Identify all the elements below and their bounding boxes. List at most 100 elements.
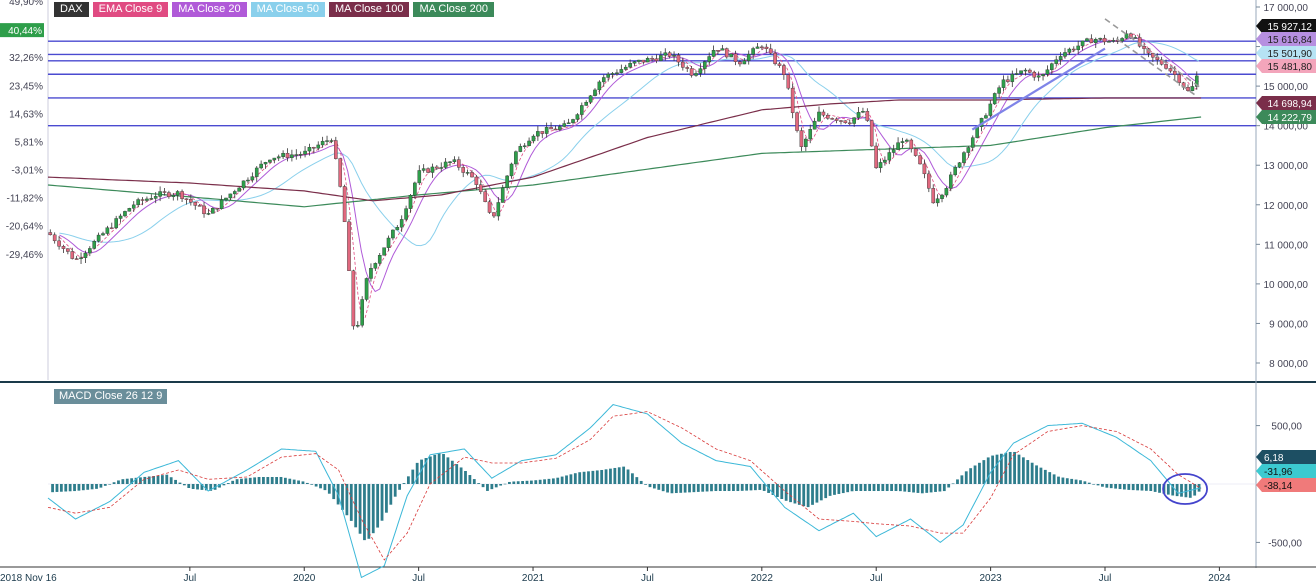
candle-body	[637, 59, 641, 62]
macd-legend[interactable]: MACD Close 26 12 9	[54, 389, 168, 404]
candle-body	[773, 52, 777, 65]
macd-histogram-bar	[486, 484, 489, 491]
legend-dax[interactable]: DAX	[54, 2, 89, 17]
macd-line	[47, 404, 1202, 579]
candle-body	[1032, 72, 1037, 78]
candle-body	[553, 128, 558, 131]
candle-body	[391, 229, 395, 239]
macd-histogram-bar	[903, 484, 907, 492]
macd-histogram-bar	[477, 483, 481, 484]
macd-histogram-bar	[789, 484, 792, 503]
candle-body	[615, 72, 619, 74]
signal-line	[47, 411, 1202, 561]
legend-ma200[interactable]: MA Close 200	[413, 2, 494, 17]
candle-body	[869, 120, 874, 147]
macd-histogram-bar	[1131, 484, 1135, 491]
macd-histogram-bar	[1070, 478, 1074, 484]
candle-body	[905, 139, 909, 142]
macd-histogram-bar	[160, 475, 164, 484]
candle-body	[189, 198, 193, 203]
legend-ma20[interactable]: MA Close 20	[172, 2, 247, 17]
macd-histogram-bar	[1158, 484, 1161, 493]
candle-body	[623, 66, 628, 70]
candle-body	[689, 68, 694, 76]
candle-body	[667, 52, 672, 57]
ma200-line	[47, 116, 1202, 208]
candle-body	[448, 161, 452, 163]
ma20-line	[59, 37, 1199, 293]
macd-histogram-bar	[525, 480, 529, 484]
highlight-ellipse	[1162, 473, 1208, 505]
candle-body	[298, 154, 303, 156]
macd-histogram-bar	[881, 484, 885, 492]
time-axis-label: Jul	[641, 573, 654, 584]
candle-body	[720, 48, 725, 51]
candle-body	[360, 299, 364, 326]
macd-histogram-bar	[1114, 484, 1118, 489]
macd-histogram-bar	[297, 480, 300, 484]
candle-body	[795, 112, 799, 131]
candle-body	[162, 191, 167, 193]
ma50-line	[59, 41, 1200, 247]
candle-body	[268, 159, 272, 163]
macd-histogram-bar	[1096, 484, 1100, 486]
time-axis-label: 2020	[293, 573, 316, 584]
macd-histogram-bar	[543, 479, 546, 484]
candle-body	[1124, 33, 1129, 39]
macd-histogram-bar	[292, 479, 296, 484]
time-axis-label: Jul	[412, 573, 425, 584]
macd-histogram-bar	[81, 484, 85, 491]
candle-body	[1071, 48, 1076, 51]
macd-histogram-bar	[1153, 484, 1157, 492]
macd-histogram-bar	[683, 484, 687, 493]
candle-body	[826, 114, 830, 119]
macd-histogram-bar	[95, 484, 98, 489]
legend-ema9[interactable]: EMA Close 9	[92, 2, 169, 17]
legend-ma50[interactable]: MA Close 50	[250, 2, 325, 17]
macd-histogram-bar	[240, 478, 243, 484]
macd-histogram-bar	[885, 484, 889, 492]
macd-histogram-bar	[701, 484, 705, 492]
candle-body	[1036, 75, 1041, 78]
macd-histogram-bar	[1008, 451, 1012, 484]
macd-histogram-bar	[77, 484, 81, 491]
candle-body	[1058, 56, 1063, 60]
candle-body	[957, 162, 962, 168]
macd-histogram-bar	[969, 468, 973, 484]
candle-body	[724, 48, 729, 58]
macd-histogram-bar	[560, 476, 564, 484]
macd-value-tag-label: 6,18	[1264, 453, 1284, 464]
macd-histogram-bar	[595, 470, 599, 484]
macd-histogram-bar	[538, 479, 542, 484]
candle-body	[417, 170, 422, 184]
macd-histogram-bar	[1083, 481, 1087, 484]
legend-ma100[interactable]: MA Close 100	[328, 2, 410, 17]
ema9-line	[59, 33, 1200, 320]
macd-histogram-bar	[1052, 474, 1056, 484]
macd-histogram-bar	[1149, 484, 1153, 492]
candle-body	[852, 117, 856, 124]
macd-histogram-bar	[235, 479, 239, 484]
candle-body	[527, 140, 531, 146]
price-tag	[1256, 96, 1316, 110]
macd-histogram-bar	[204, 484, 208, 491]
candle-body	[597, 81, 602, 91]
macd-value-tag	[1256, 478, 1316, 492]
macd-histogram-bar	[951, 483, 955, 485]
macd-histogram-bar	[833, 484, 836, 495]
candle-body	[421, 168, 426, 171]
candle-body	[1177, 74, 1182, 83]
candle-body	[746, 54, 751, 61]
candle-body	[584, 101, 589, 106]
macd-histogram-bar	[1144, 484, 1148, 491]
candle-body	[167, 192, 171, 197]
macd-histogram-bar	[301, 481, 305, 484]
candle-body	[878, 162, 883, 169]
macd-histogram-bar	[1166, 484, 1170, 495]
macd-histogram-bar	[556, 477, 560, 484]
macd-histogram-bar	[679, 484, 683, 493]
candle-body	[483, 191, 487, 202]
macd-histogram-bar	[1118, 484, 1122, 490]
macd-histogram-bar	[692, 484, 696, 493]
macd-histogram-bar	[1087, 482, 1091, 484]
